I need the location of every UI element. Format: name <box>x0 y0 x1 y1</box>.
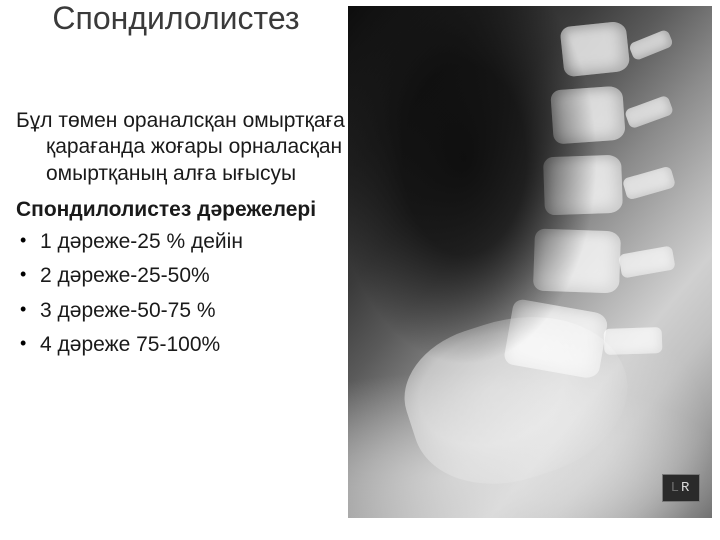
grades-list: 1 дәреже-25 % дейін 2 дәреже-25-50% 3 дә… <box>16 229 356 358</box>
list-item: 4 дәреже 75-100% <box>16 332 356 358</box>
vertebra <box>503 298 609 380</box>
list-item: 1 дәреже-25 % дейін <box>16 229 356 255</box>
spinous-process <box>624 95 674 130</box>
slide-title: Спондилолистез <box>6 2 346 36</box>
vertebra <box>533 229 621 294</box>
sacrum <box>389 288 648 508</box>
spinous-process <box>604 327 663 355</box>
xray-image: LR <box>348 6 712 518</box>
grades-subheading: Спондилолистез дәрежелері <box>16 197 356 223</box>
vertebra <box>560 21 631 78</box>
spinous-process <box>622 166 676 201</box>
badge-left-letter: L <box>671 480 681 496</box>
laterality-badge: LR <box>662 474 700 502</box>
slide: Спондилолистез Бұл төмен ораналсқан омыр… <box>0 0 720 540</box>
badge-right-letter: R <box>681 480 691 496</box>
list-item: 3 дәреже-50-75 % <box>16 298 356 324</box>
vertebra <box>550 86 626 145</box>
spinous-process <box>618 245 675 278</box>
body-text: Бұл төмен ораналсқан омыртқаға қарағанда… <box>16 108 356 366</box>
definition-text: Бұл төмен ораналсқан омыртқаға қарағанда… <box>16 108 356 187</box>
spinous-process <box>628 29 674 61</box>
vertebra <box>543 155 623 216</box>
list-item: 2 дәреже-25-50% <box>16 263 356 289</box>
